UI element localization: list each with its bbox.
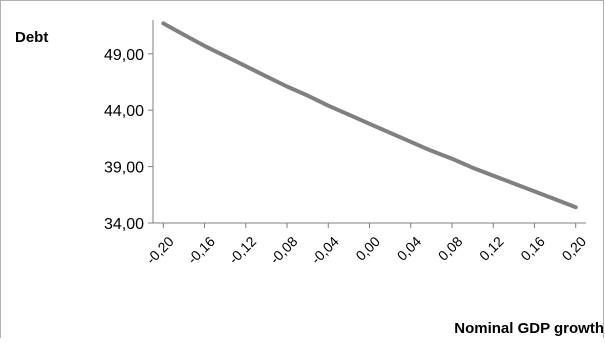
x-tick-label: 0,00	[352, 233, 383, 264]
x-tick-label: 0,16	[517, 233, 548, 264]
x-tick-label: -0,08	[267, 233, 301, 267]
x-axis-ticks: -0,20 -0,16 -0,12 -0,08 -0,04 0,00 0,04 0,08 0,1…	[143, 223, 589, 267]
x-tick-label: -0,20	[143, 233, 177, 267]
y-tick-label: 44,00	[104, 103, 144, 120]
y-axis-ticks: 34,00 39,00 44,00 49,00	[104, 47, 153, 233]
y-tick-label: 34,00	[104, 216, 144, 233]
y-tick-label: 39,00	[104, 160, 144, 177]
x-tick-label: 0,12	[476, 233, 507, 264]
frame-border-left	[0, 0, 1, 338]
x-tick-label: 0,20	[559, 233, 590, 264]
frame-border-top	[0, 0, 603, 1]
x-tick-label: 0,08	[435, 233, 466, 264]
series-group	[161, 21, 578, 210]
y-axis-label: Debt	[15, 29, 48, 46]
x-axis-label: Nominal GDP growth	[454, 320, 604, 337]
x-tick-label: -0,04	[308, 233, 342, 267]
x-tick-label: -0,16	[184, 233, 218, 267]
y-tick-label: 49,00	[104, 47, 144, 64]
x-tick-label: 0,04	[394, 233, 425, 264]
frame-border-right	[603, 0, 604, 338]
x-tick-label: -0,12	[225, 233, 259, 267]
series-line	[161, 21, 578, 210]
